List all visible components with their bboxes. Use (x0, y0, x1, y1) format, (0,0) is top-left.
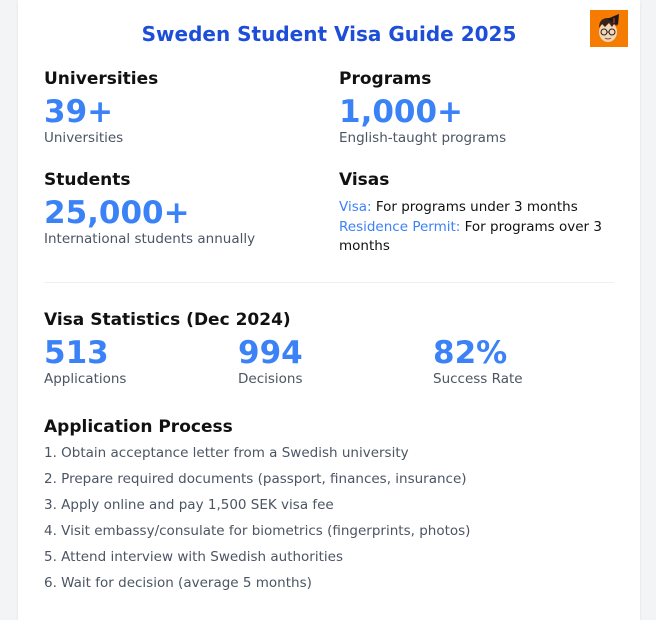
visas-heading: Visas (339, 170, 390, 190)
process-step: 3. Apply online and pay 1,500 SEK visa f… (44, 497, 334, 513)
stat-success-value: 82% (433, 335, 508, 371)
process-step: 4. Visit embassy/consulate for biometric… (44, 523, 471, 539)
visa-types: Visa: For programs under 3 months Reside… (339, 198, 609, 257)
programs-value: 1,000+ (339, 94, 464, 130)
process-heading: Application Process (44, 417, 233, 437)
student-avatar-icon[interactable] (590, 10, 628, 47)
process-step: 1. Obtain acceptance letter from a Swedi… (44, 445, 409, 461)
universities-label: Universities (44, 130, 124, 146)
stat-applications-value: 513 (44, 335, 109, 371)
process-steps: 1. Obtain acceptance letter from a Swedi… (44, 444, 470, 600)
universities-value: 39+ (44, 94, 114, 130)
stat-applications-label: Applications (44, 371, 127, 387)
students-label: International students annually (44, 231, 256, 247)
process-step: 6. Wait for decision (average 5 months) (44, 575, 312, 591)
process-step: 2. Prepare required documents (passport,… (44, 471, 467, 487)
process-step: 5. Attend interview with Swedish authori… (44, 549, 343, 565)
universities-heading: Universities (44, 69, 159, 89)
students-heading: Students (44, 170, 131, 190)
visa-type-text: For programs under 3 months (375, 199, 578, 215)
visa-type-key: Residence Permit: (339, 218, 461, 235)
stat-decisions-label: Decisions (238, 371, 303, 387)
stat-success-label: Success Rate (433, 371, 523, 387)
visa-type-key: Visa: (339, 199, 372, 215)
guide-card: Sweden Student Visa Guide 2025 Universit… (18, 0, 640, 620)
programs-heading: Programs (339, 69, 432, 89)
stat-decisions-value: 994 (238, 335, 303, 371)
students-value: 25,000+ (44, 195, 190, 231)
programs-label: English-taught programs (339, 130, 507, 146)
visa-type-short: Visa: For programs under 3 months (339, 198, 609, 218)
section-divider (44, 282, 614, 283)
statistics-heading: Visa Statistics (Dec 2024) (44, 310, 291, 330)
page-title: Sweden Student Visa Guide 2025 (141, 22, 517, 46)
visa-type-long: Residence Permit: For programs over 3 mo… (339, 218, 609, 257)
visa-type-text: For programs over 3 months (339, 218, 602, 255)
